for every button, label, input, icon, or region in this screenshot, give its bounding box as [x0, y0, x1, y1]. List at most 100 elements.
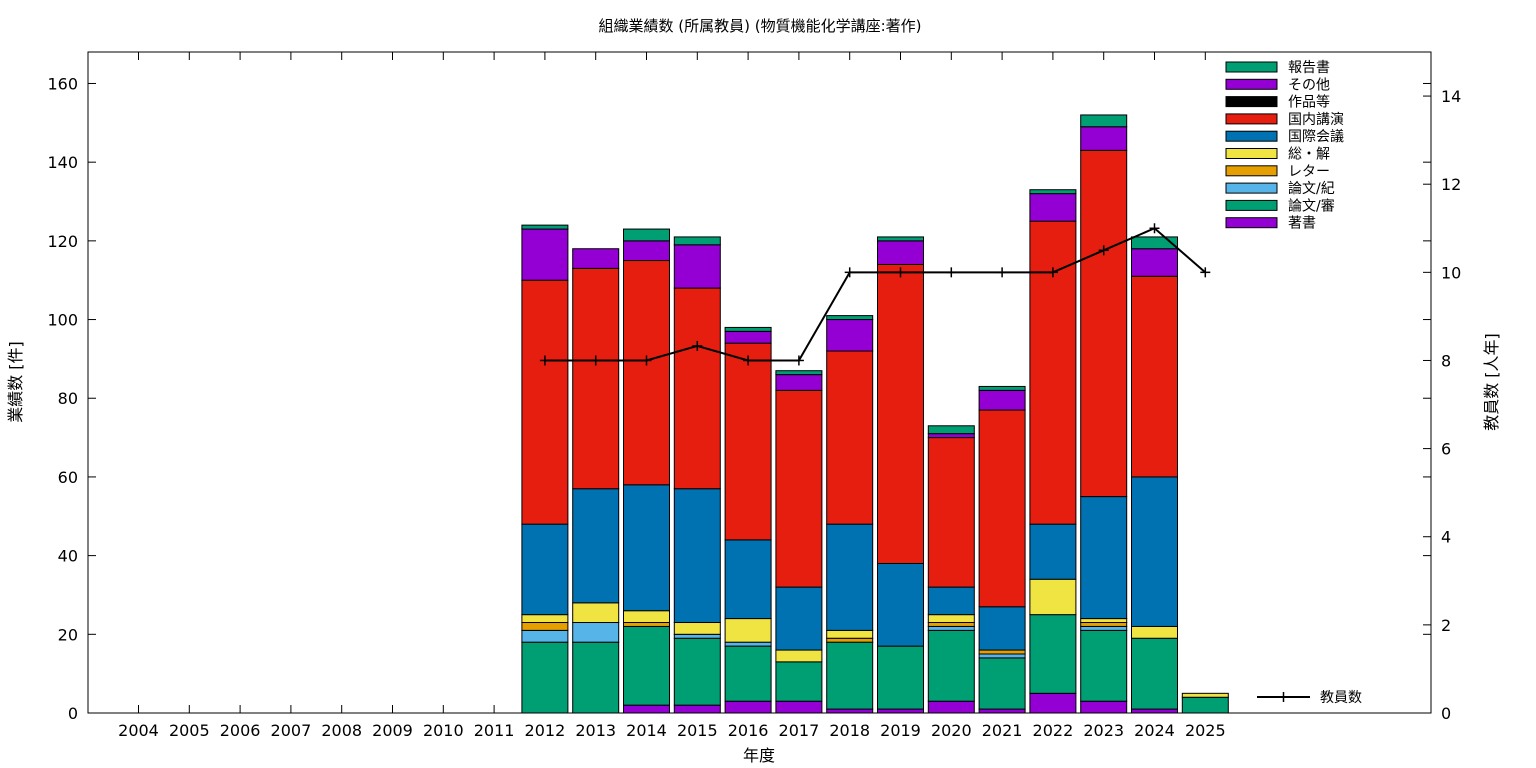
y-tick-label: 60 [58, 468, 78, 487]
bar-segment [826, 523, 874, 631]
legend-label: 論文/審 [1288, 198, 1335, 214]
legend-label: 国際会議 [1288, 128, 1344, 145]
y2-tick-label: 0 [1441, 704, 1451, 723]
legend-label: 報告書 [1288, 60, 1330, 76]
x-tick-label: 2016 [728, 721, 769, 740]
x-tick-label: 2006 [220, 721, 261, 740]
bar-segment [978, 385, 1026, 391]
bar-segment [775, 649, 823, 663]
bar-segment [877, 236, 924, 242]
legend-label: レター [1288, 164, 1330, 180]
bar-segment [927, 433, 975, 439]
bar-segment [775, 700, 823, 714]
y2-axis-label: 教員数 [人年] [1482, 333, 1501, 431]
bar-segment [724, 330, 772, 344]
bar-segment [724, 645, 772, 702]
legend-label: 論文/紀 [1288, 181, 1335, 197]
x-tick-label: 2020 [931, 721, 972, 740]
y-tick-label: 100 [47, 311, 78, 330]
x-tick-label: 2018 [829, 721, 870, 740]
x-tick-label: 2008 [321, 721, 362, 740]
bar-segment [724, 700, 772, 714]
bar-segment [1029, 614, 1077, 694]
bar-segment [978, 657, 1026, 710]
legend-label: 作品等 [1288, 94, 1330, 111]
bar-segment [927, 586, 975, 616]
bar-segment [775, 370, 823, 376]
bar-segment [724, 539, 772, 620]
bar-segment [978, 653, 1026, 659]
bar-segment [572, 267, 620, 490]
legend-swatch [1225, 61, 1278, 73]
bar-segment [877, 263, 924, 564]
bar-segment [724, 342, 772, 541]
bar-segment [673, 244, 721, 289]
bar-segment [724, 326, 772, 332]
bar-segment [521, 279, 569, 525]
x-tick-label: 2010 [423, 721, 464, 740]
x-tick-label: 2005 [169, 721, 210, 740]
line-point [793, 355, 804, 366]
legend-swatch [1225, 148, 1278, 159]
y2-tick-label: 6 [1441, 440, 1451, 459]
bar-segment [775, 661, 823, 702]
y2-tick-label: 10 [1441, 263, 1461, 282]
x-tick-label: 2013 [575, 721, 616, 740]
bar-segment [521, 614, 569, 624]
bar-segment [1029, 220, 1077, 525]
bar-segment [927, 425, 975, 435]
bar-segment [927, 614, 975, 624]
bar-segment [826, 708, 874, 714]
y2-tick-label: 14 [1441, 87, 1461, 106]
legend-swatch [1225, 130, 1278, 142]
bar-segment [521, 523, 569, 616]
bar-segment [775, 389, 823, 588]
y-tick-label: 40 [58, 547, 78, 566]
legend-label: 総・解 [1288, 147, 1330, 163]
bar-segment [978, 649, 1026, 655]
bar-segment [826, 641, 874, 710]
bar-segment [673, 622, 721, 635]
bar-segment [978, 708, 1026, 714]
line-point [946, 267, 957, 278]
legend-swatch [1225, 199, 1278, 211]
bar-segment [877, 562, 924, 647]
bar-segment [673, 488, 721, 624]
x-tick-label: 2022 [1033, 721, 1074, 740]
bar-segment [1131, 476, 1178, 627]
bar-layer [521, 114, 1229, 714]
y-tick-label: 140 [47, 153, 78, 172]
bar-segment [927, 622, 975, 627]
legend-swatch [1225, 217, 1278, 229]
y-tick-label: 120 [47, 232, 78, 251]
x-tick-label: 2014 [626, 721, 667, 740]
line-point [1047, 267, 1058, 278]
bar-segment [521, 228, 569, 281]
x-tick-label: 2009 [372, 721, 413, 740]
line-point [1098, 245, 1109, 256]
y2-axis: 0 2 4 6 8 10 12 14 [1423, 87, 1461, 723]
bar-segment [978, 389, 1026, 411]
y2-tick-label: 2 [1441, 616, 1451, 635]
bar-segment [673, 704, 721, 714]
x-tick-label: 2024 [1134, 721, 1175, 740]
bar-segment [1029, 193, 1077, 222]
x-tick-label: 2021 [982, 721, 1023, 740]
line-point [590, 355, 601, 366]
bar-segment [826, 315, 874, 321]
bar-segment [673, 236, 721, 246]
line-point [997, 267, 1008, 278]
bar-segment [826, 319, 874, 352]
bar-segment [1080, 625, 1128, 631]
line-point [1200, 267, 1211, 278]
bar-segment [1080, 496, 1128, 620]
bar-segment [1029, 692, 1077, 714]
x-tick-label: 2023 [1083, 721, 1124, 740]
y2-tick-label: 4 [1441, 528, 1451, 547]
bar-segment [673, 633, 721, 639]
y-tick-label: 160 [47, 74, 78, 93]
bar-segment [1080, 114, 1128, 128]
line-point [539, 355, 550, 366]
bar-segment [623, 260, 670, 486]
legend-swatch [1225, 78, 1278, 90]
